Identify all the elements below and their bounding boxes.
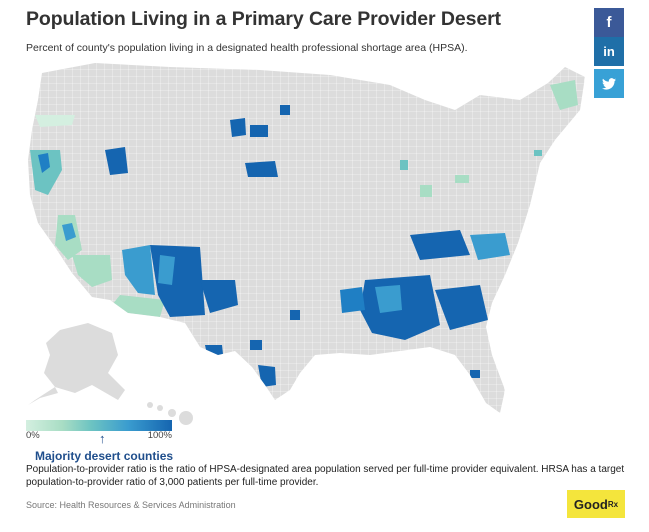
- region-texas-border: [205, 345, 224, 363]
- legend-marker-arrow-icon: ↑: [99, 431, 106, 446]
- map-legend: 0% ↑ 100%: [26, 420, 172, 446]
- page-title: Population Living in a Primary Care Prov…: [26, 8, 501, 30]
- region-ca-coast: [38, 153, 50, 173]
- region-southern-california: [72, 255, 112, 287]
- page-subtitle: Percent of county's population living in…: [26, 42, 468, 54]
- region-oklahoma: [290, 310, 300, 320]
- legend-color-scale: [26, 420, 172, 431]
- legend-min-label: 0%: [26, 430, 40, 441]
- region-nevada: [122, 245, 155, 295]
- us-county-map: [0, 55, 600, 425]
- goodrx-logo[interactable]: Good Rx: [567, 490, 625, 518]
- logo-sub: Rx: [607, 499, 619, 509]
- region-washington: [35, 115, 75, 127]
- region-az-west: [158, 255, 175, 285]
- region-northern-california: [30, 150, 62, 195]
- source-note: Source: Health Resources & Services Admi…: [26, 500, 236, 510]
- region-ohio: [420, 185, 432, 197]
- region-appalachia: [410, 230, 470, 260]
- facebook-share-button[interactable]: f: [594, 8, 624, 37]
- facebook-icon: f: [606, 14, 612, 31]
- linkedin-icon: in: [603, 44, 615, 59]
- legend-marker-label: Majority desert counties: [35, 449, 174, 463]
- legend-max-label: 100%: [147, 430, 172, 441]
- region-south-texas: [258, 365, 276, 387]
- region-new-mexico: [200, 280, 238, 313]
- footnote: Population-to-provider ratio is the rati…: [26, 464, 625, 488]
- twitter-share-button[interactable]: [594, 69, 624, 98]
- alaska: [28, 323, 125, 405]
- region-georgia: [435, 285, 488, 330]
- region-north-dakota: [280, 105, 290, 115]
- shortage-regions: [30, 80, 578, 387]
- region-pennsylvania: [455, 175, 469, 183]
- region-ca-mid: [62, 223, 76, 241]
- region-michigan: [400, 160, 408, 170]
- region-texas-central: [250, 340, 262, 350]
- region-delta-mid: [375, 285, 402, 313]
- linkedin-share-button[interactable]: in: [594, 37, 624, 66]
- region-virginia: [470, 233, 510, 260]
- map-canvas: [28, 63, 585, 425]
- region-vermont: [534, 150, 542, 156]
- region-maine: [550, 80, 578, 110]
- region-south-dakota: [245, 161, 278, 177]
- region-montana: [230, 118, 246, 137]
- region-florida: [470, 370, 480, 378]
- region-arkansas: [340, 287, 365, 313]
- logo-text: Good: [573, 496, 608, 512]
- twitter-bird-icon: [602, 77, 616, 90]
- region-southeast-oregon: [105, 147, 128, 175]
- hawaii: [147, 402, 193, 425]
- region-montana-east: [250, 125, 268, 137]
